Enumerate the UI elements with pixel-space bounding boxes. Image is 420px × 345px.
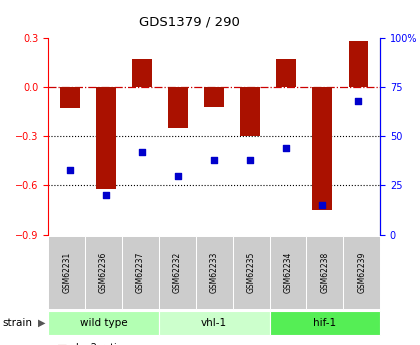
- Text: vhl-1: vhl-1: [201, 318, 227, 327]
- Text: strain: strain: [2, 318, 32, 327]
- Text: GSM62234: GSM62234: [284, 252, 292, 293]
- Text: GSM62237: GSM62237: [136, 252, 145, 293]
- Bar: [60, 87, 80, 108]
- Point: [102, 193, 109, 198]
- Bar: [96, 87, 116, 189]
- Bar: [349, 41, 368, 87]
- Point: [139, 149, 145, 155]
- Bar: [132, 59, 152, 87]
- Text: GSM62232: GSM62232: [173, 252, 182, 293]
- Text: log2 ratio: log2 ratio: [76, 344, 122, 345]
- Text: GSM62238: GSM62238: [320, 252, 329, 293]
- Point: [319, 202, 326, 208]
- Text: ▶: ▶: [38, 318, 46, 327]
- Text: hif-1: hif-1: [313, 318, 336, 327]
- Point: [175, 173, 181, 178]
- Text: GSM62239: GSM62239: [357, 252, 366, 293]
- Point: [67, 167, 74, 172]
- Point: [283, 145, 290, 151]
- Text: GSM62236: GSM62236: [99, 252, 108, 293]
- Bar: [312, 87, 332, 210]
- Bar: [204, 87, 224, 107]
- Point: [355, 98, 362, 104]
- Point: [211, 157, 218, 162]
- Bar: [276, 59, 296, 87]
- Text: wild type: wild type: [80, 318, 127, 327]
- Text: GSM62233: GSM62233: [210, 252, 219, 293]
- Text: GSM62235: GSM62235: [247, 252, 255, 293]
- Point: [247, 157, 254, 162]
- Bar: [240, 87, 260, 136]
- Text: GSM62231: GSM62231: [62, 252, 71, 293]
- Text: ■: ■: [57, 344, 67, 345]
- Text: GDS1379 / 290: GDS1379 / 290: [139, 16, 239, 29]
- Bar: [168, 87, 188, 128]
